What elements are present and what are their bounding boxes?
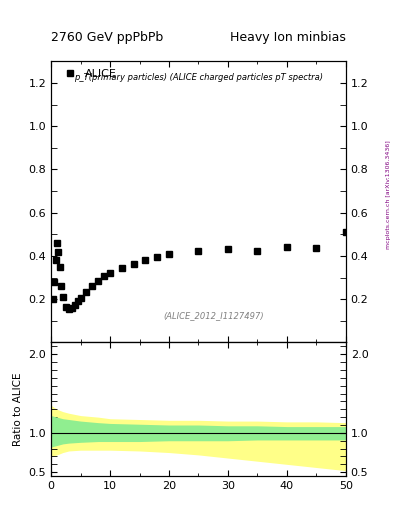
ALICE [53, 257, 58, 263]
Line: ALICE: ALICE [50, 229, 349, 312]
ALICE [90, 283, 95, 289]
ALICE [285, 244, 289, 250]
ALICE [102, 273, 107, 280]
ALICE [66, 306, 71, 312]
ALICE [58, 264, 62, 270]
ALICE [56, 248, 61, 254]
ALICE [96, 278, 101, 284]
ALICE [155, 254, 160, 260]
ALICE [314, 245, 319, 251]
ALICE [119, 265, 124, 271]
Text: 2760 GeV ppPbPb: 2760 GeV ppPbPb [51, 31, 163, 44]
ALICE [131, 261, 136, 267]
ALICE [64, 304, 68, 310]
ALICE [343, 229, 348, 235]
ALICE [50, 296, 55, 302]
Text: mcplots.cern.ch [arXiv:1306.3436]: mcplots.cern.ch [arXiv:1306.3436] [386, 140, 391, 249]
ALICE [55, 240, 59, 246]
Legend: ALICE: ALICE [57, 67, 119, 81]
ALICE [255, 247, 260, 253]
ALICE [75, 298, 80, 305]
Text: (ALICE_2012_I1127497): (ALICE_2012_I1127497) [163, 311, 264, 320]
ALICE [84, 289, 89, 295]
Text: p_T(primary particles) (ALICE charged particles pT spectra): p_T(primary particles) (ALICE charged pa… [74, 73, 323, 82]
Y-axis label: Ratio to ALICE: Ratio to ALICE [13, 373, 23, 446]
ALICE [108, 270, 112, 276]
ALICE [52, 279, 57, 285]
Text: Heavy Ion minbias: Heavy Ion minbias [230, 31, 346, 44]
ALICE [72, 302, 77, 308]
ALICE [59, 283, 64, 289]
ALICE [226, 246, 230, 252]
ALICE [78, 295, 83, 301]
ALICE [143, 257, 148, 263]
ALICE [167, 251, 171, 257]
ALICE [61, 294, 65, 300]
ALICE [196, 247, 201, 253]
ALICE [69, 305, 74, 311]
